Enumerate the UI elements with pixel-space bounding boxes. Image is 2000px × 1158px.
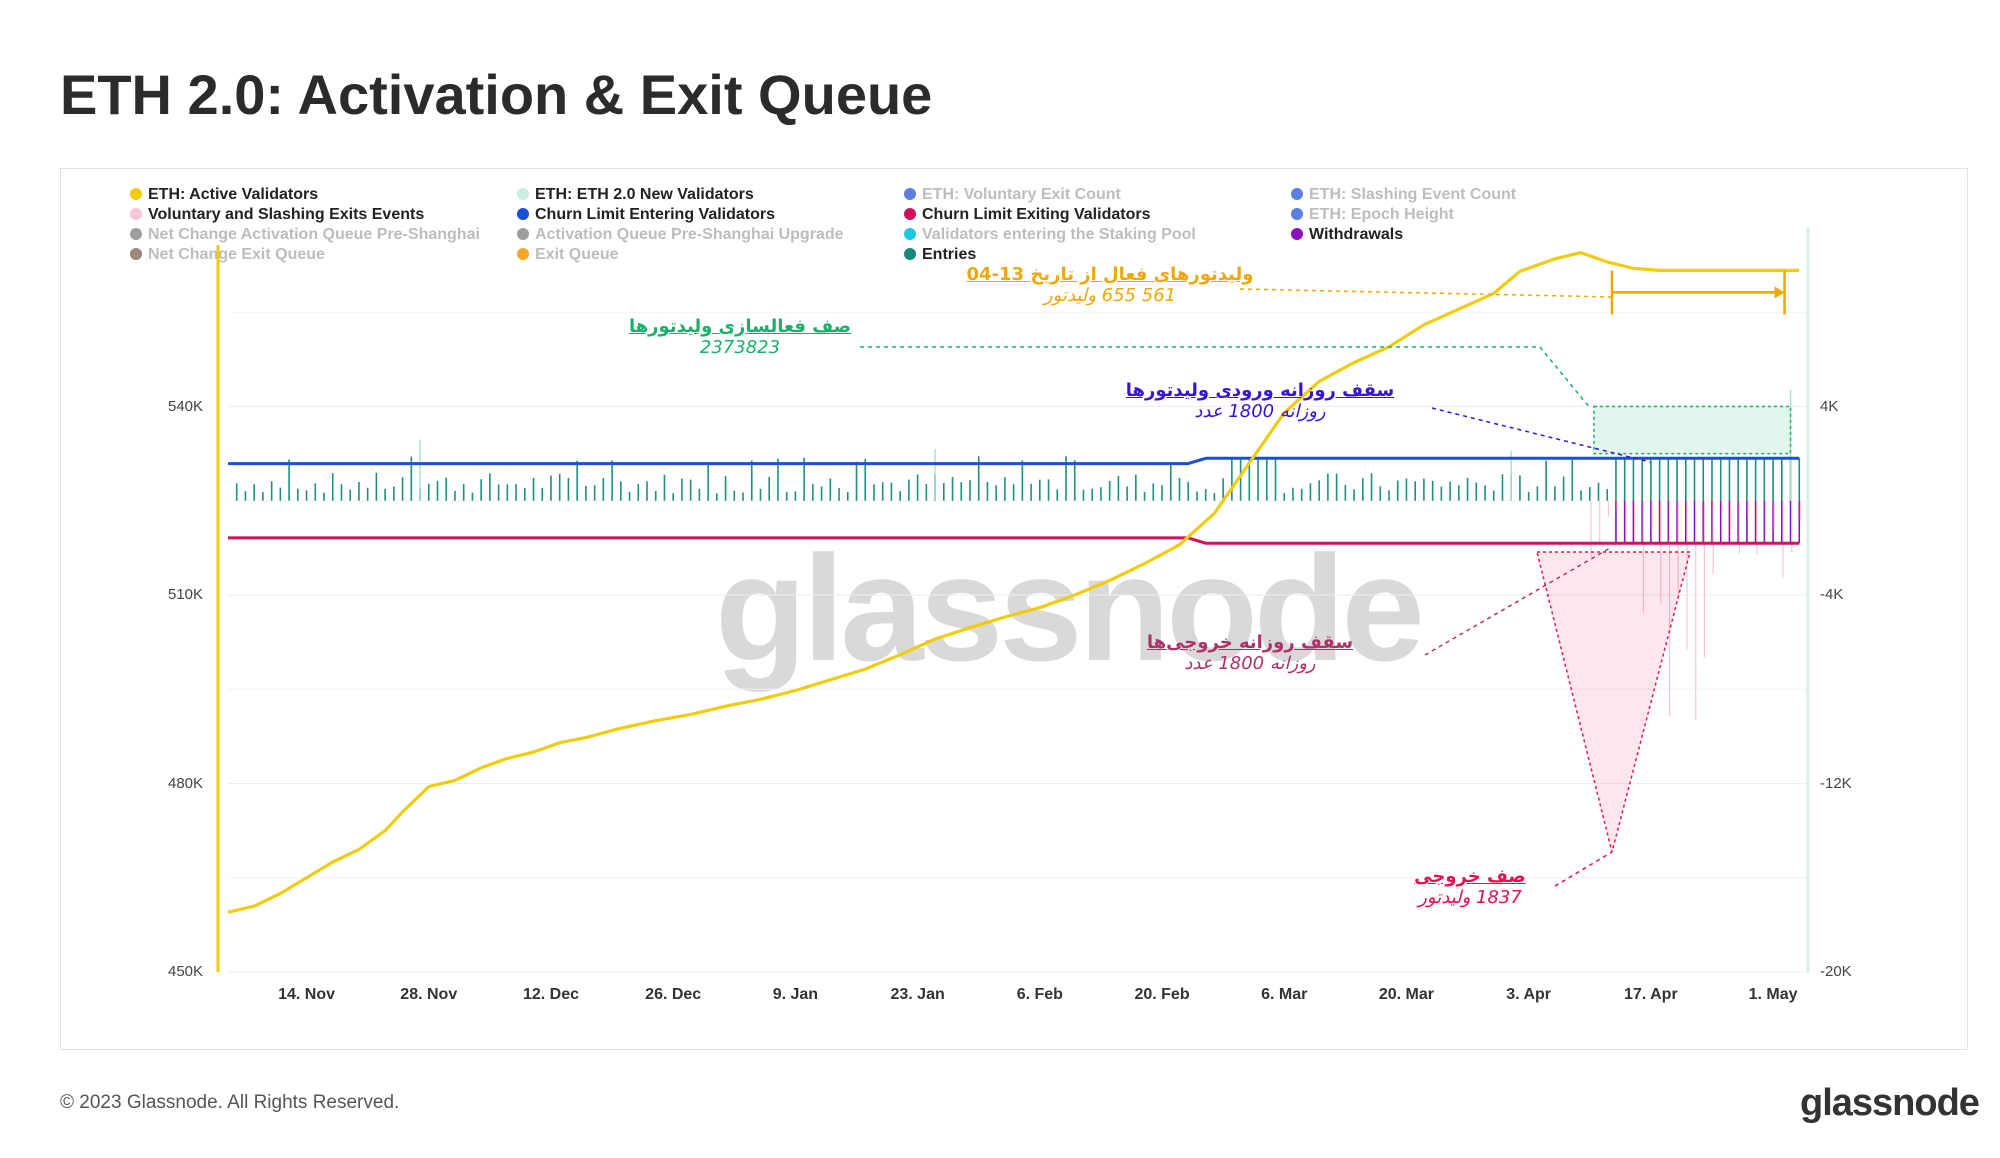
active-arrow-head bbox=[1774, 286, 1785, 299]
x-tick-label: 1. May bbox=[1748, 986, 1798, 1003]
x-tick-label: 28. Nov bbox=[400, 986, 458, 1003]
activation-leader-line bbox=[860, 346, 1591, 409]
legend-label: Net Change Activation Queue Pre-Shanghai bbox=[148, 226, 480, 243]
churn-exiting-line bbox=[228, 536, 1800, 545]
active-leader-line bbox=[1239, 288, 1612, 298]
x-tick-label: 26. Dec bbox=[645, 986, 702, 1003]
legend-label: Churn Limit Exiting Validators bbox=[922, 206, 1151, 223]
exit-queue-heading: صف خروجی bbox=[1414, 866, 1526, 887]
x-tick-label: 9. Jan bbox=[772, 986, 819, 1003]
y-tick-label: 540K bbox=[168, 397, 204, 415]
entry-cap-value: روزانه 1800 عدد bbox=[1194, 401, 1326, 422]
legend-label: ETH: Slashing Event Count bbox=[1309, 186, 1517, 203]
exit-cap-leader-line bbox=[1424, 547, 1611, 656]
exit-queue-annotation: صف خروجی 1837 ولیدتور bbox=[1380, 866, 1560, 908]
legend-item[interactable]: Net Change Activation Queue Pre-Shanghai bbox=[130, 226, 480, 244]
x-tick-label: 6. Mar bbox=[1261, 986, 1308, 1003]
active-validators-annotation: ولیدتورهای فعال از تاریخ 13-04 561 655 و… bbox=[940, 264, 1280, 306]
legend-item[interactable]: ETH: Voluntary Exit Count bbox=[904, 186, 1121, 204]
x-tick-label: 20. Feb bbox=[1134, 986, 1190, 1003]
chart-panel bbox=[60, 168, 1968, 1050]
y-tick-label: 450K bbox=[168, 963, 204, 980]
entry-cap-annotation: سقف روزانه ورودی ولیدتورها روزانه 1800 ع… bbox=[1120, 380, 1400, 422]
y-tick-label: 480K bbox=[168, 774, 204, 792]
page-title: ETH 2.0: Activation & Exit Queue bbox=[60, 63, 933, 126]
legend-swatch bbox=[130, 188, 142, 200]
legend-label: Withdrawals bbox=[1309, 226, 1404, 243]
churn-entering-line bbox=[228, 456, 1800, 466]
legend-label: Voluntary and Slashing Exits Events bbox=[148, 206, 425, 223]
copyright: © 2023 Glassnode. All Rights Reserved. bbox=[60, 1092, 400, 1113]
activation-annotation-heading: صف فعالسازی ولیدتورها bbox=[628, 316, 852, 337]
x-tick-label: 17. Apr bbox=[1624, 986, 1678, 1003]
legend-swatch bbox=[904, 188, 916, 200]
legend-swatch bbox=[517, 248, 529, 260]
active-annotation-heading: ولیدتورهای فعال از تاریخ 13-04 bbox=[966, 264, 1254, 285]
legend-label: Exit Queue bbox=[535, 246, 619, 263]
exit-cap-value: روزانه 1800 عدد bbox=[1184, 653, 1316, 674]
legend-item[interactable]: ETH: Slashing Event Count bbox=[1291, 186, 1516, 204]
legend-item[interactable]: Exit Queue bbox=[517, 246, 619, 264]
activation-annotation-value: 2373823 bbox=[699, 337, 781, 358]
exit-queue-leader-line bbox=[1554, 851, 1613, 887]
legend-item[interactable]: ETH: ETH 2.0 New Validators bbox=[517, 186, 754, 204]
legend-item[interactable]: ETH: Epoch Height bbox=[1291, 206, 1454, 224]
legend-item[interactable]: Activation Queue Pre-Shanghai Upgrade bbox=[517, 226, 844, 244]
y-tick-label: 510K bbox=[168, 586, 204, 603]
activation-queue-annotation: صف فعالسازی ولیدتورها 2373823 bbox=[600, 316, 880, 358]
legend-label: ETH: Voluntary Exit Count bbox=[922, 186, 1121, 203]
glassnode-logo[interactable]: glassnode bbox=[1800, 1082, 1980, 1124]
legend-swatch bbox=[517, 208, 529, 220]
legend-label: Net Change Exit Queue bbox=[148, 246, 325, 263]
x-tick-label: 20. Mar bbox=[1378, 986, 1435, 1003]
exit-cap-annotation: سقف روزانه خروجی‌ها روزانه 1800 عدد bbox=[1130, 632, 1370, 674]
y-tick-label: -12K bbox=[1820, 774, 1852, 792]
legend-item[interactable]: Net Change Exit Queue bbox=[130, 246, 325, 264]
legend-swatch bbox=[1291, 188, 1303, 200]
legend-swatch bbox=[1291, 208, 1303, 220]
x-tick-label: 14. Nov bbox=[278, 986, 336, 1003]
x-tick-label: 3. Apr bbox=[1506, 986, 1552, 1003]
exit-queue-value: 1837 ولیدتور bbox=[1418, 887, 1522, 908]
y-tick-label: -20K bbox=[1820, 963, 1852, 980]
legend-swatch bbox=[904, 208, 916, 220]
legend-item[interactable]: Entries bbox=[904, 246, 976, 264]
exit-cap-heading: سقف روزانه خروجی‌ها bbox=[1146, 632, 1354, 653]
legend-label: Churn Limit Entering Validators bbox=[535, 206, 776, 223]
entry-cap-heading: سقف روزانه ورودی ولیدتورها bbox=[1125, 380, 1395, 401]
legend-item[interactable]: Churn Limit Exiting Validators bbox=[904, 206, 1150, 224]
x-tick-label: 12. Dec bbox=[522, 986, 579, 1003]
legend-item[interactable]: Voluntary and Slashing Exits Events bbox=[130, 206, 424, 224]
legend-swatch bbox=[130, 208, 142, 220]
x-tick-label: 6. Feb bbox=[1016, 986, 1063, 1003]
legend-swatch bbox=[517, 228, 529, 240]
legend-item[interactable]: ETH: Active Validators bbox=[130, 186, 318, 204]
legend-swatch bbox=[904, 228, 916, 240]
legend-item[interactable]: Withdrawals bbox=[1291, 226, 1403, 244]
entry-cap-leader-line bbox=[1431, 407, 1651, 463]
legend-label: Entries bbox=[922, 246, 977, 263]
y-tick-label: 4K bbox=[1820, 397, 1839, 415]
legend-swatch bbox=[130, 248, 142, 260]
exit-queue-triangle bbox=[1536, 551, 1691, 853]
x-tick-label: 23. Jan bbox=[890, 986, 945, 1003]
legend-swatch bbox=[904, 248, 916, 260]
active-annotation-value: 561 655 ولیدتور bbox=[1043, 285, 1177, 306]
legend-item[interactable]: Churn Limit Entering Validators bbox=[517, 206, 775, 224]
legend-swatch bbox=[517, 188, 529, 200]
legend-label: Activation Queue Pre-Shanghai Upgrade bbox=[535, 226, 844, 243]
legend-label: ETH: Active Validators bbox=[148, 186, 319, 203]
chart-legend: ETH: Active Validators ETH: ETH 2.0 New V… bbox=[130, 186, 1770, 266]
active-validators-line bbox=[227, 251, 1800, 914]
legend-swatch bbox=[130, 228, 142, 240]
activation-queue-box bbox=[1593, 405, 1792, 455]
legend-label: ETH: ETH 2.0 New Validators bbox=[535, 186, 754, 203]
legend-label: Validators entering the Staking Pool bbox=[922, 226, 1196, 243]
legend-label: ETH: Epoch Height bbox=[1309, 206, 1454, 223]
legend-item[interactable]: Validators entering the Staking Pool bbox=[904, 226, 1196, 244]
watermark: glassnode bbox=[715, 524, 1425, 692]
legend-swatch bbox=[1291, 228, 1303, 240]
y-tick-label: -4K bbox=[1820, 586, 1844, 603]
